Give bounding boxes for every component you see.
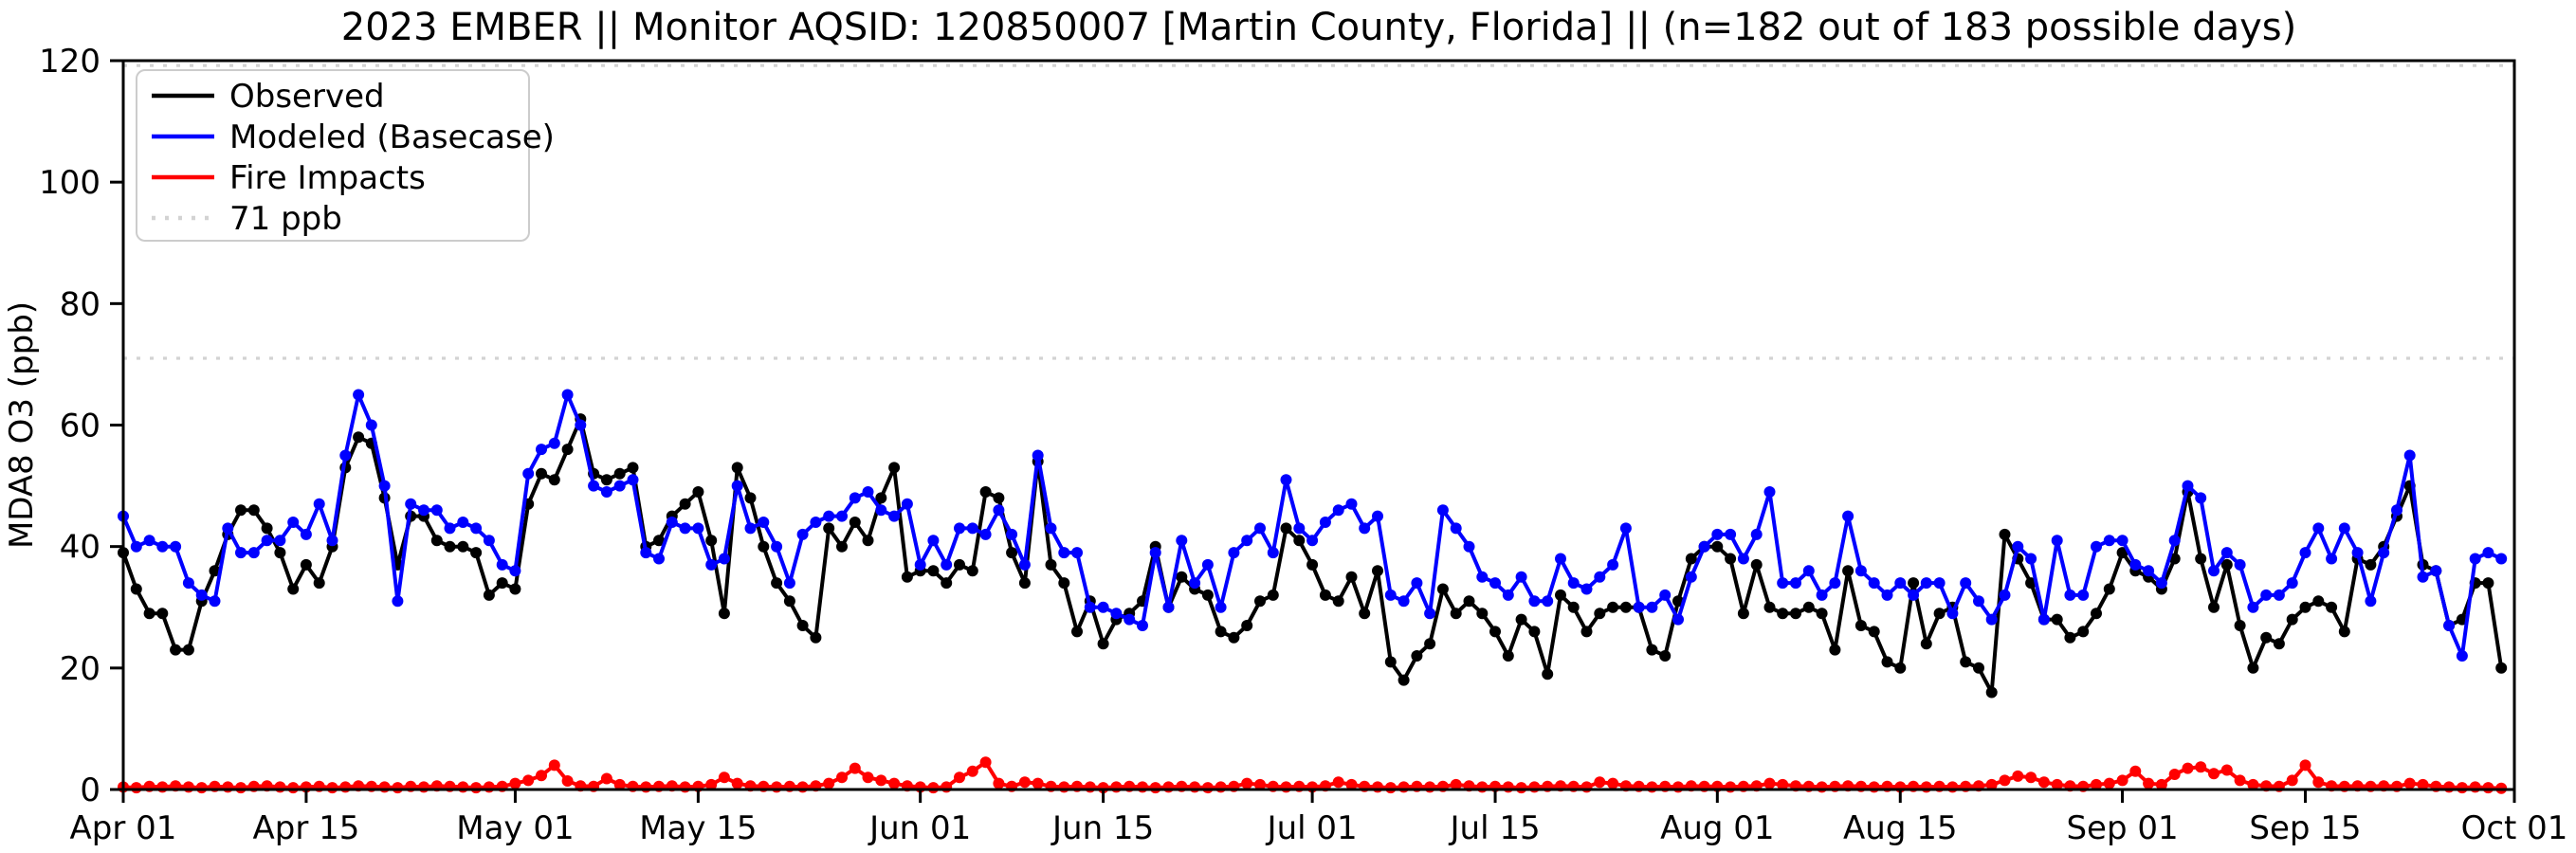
- svg-text:Oct 01: Oct 01: [2461, 809, 2568, 847]
- svg-text:20: 20: [60, 650, 100, 688]
- svg-text:60: 60: [60, 408, 100, 445]
- svg-text:Aug 01: Aug 01: [1660, 809, 1774, 847]
- svg-text:Apr 01: Apr 01: [70, 809, 177, 847]
- svg-text:Jul 15: Jul 15: [1449, 809, 1541, 847]
- modeled-basecase--series: [118, 389, 2508, 662]
- svg-text:40: 40: [60, 529, 100, 567]
- svg-text:Apr 15: Apr 15: [252, 809, 359, 847]
- y-axis: 0 20 40 60 80 100 120: [39, 43, 123, 809]
- y-axis-label: MDA8 O3 (ppb): [3, 301, 41, 549]
- svg-text:Fire Impacts: Fire Impacts: [229, 159, 426, 197]
- svg-text:Jun 15: Jun 15: [1050, 809, 1154, 847]
- svg-text:Aug 15: Aug 15: [1843, 809, 1957, 847]
- x-axis: Apr 01 Apr 15 May 01 May 15 Jun 01 Jun 15 Jul …: [70, 789, 2568, 847]
- svg-text:100: 100: [39, 164, 100, 202]
- observed-series: [118, 413, 2508, 699]
- svg-text:0: 0: [80, 771, 100, 809]
- svg-text:Sep 01: Sep 01: [2066, 809, 2178, 847]
- svg-text:80: 80: [60, 285, 100, 323]
- svg-text:Sep 15: Sep 15: [2249, 809, 2361, 847]
- svg-text:120: 120: [39, 43, 100, 81]
- svg-text:Modeled (Basecase): Modeled (Basecase): [229, 118, 555, 156]
- svg-text:May 01: May 01: [456, 809, 574, 847]
- chart-title: 2023 EMBER || Monitor AQSID: 120850007 […: [340, 6, 2297, 49]
- svg-text:Observed: Observed: [229, 78, 385, 116]
- svg-text:71 ppb: 71 ppb: [229, 200, 342, 238]
- svg-text:Jun 01: Jun 01: [868, 809, 971, 847]
- svg-text:May 15: May 15: [639, 809, 757, 847]
- svg-text:Jul 01: Jul 01: [1266, 809, 1358, 847]
